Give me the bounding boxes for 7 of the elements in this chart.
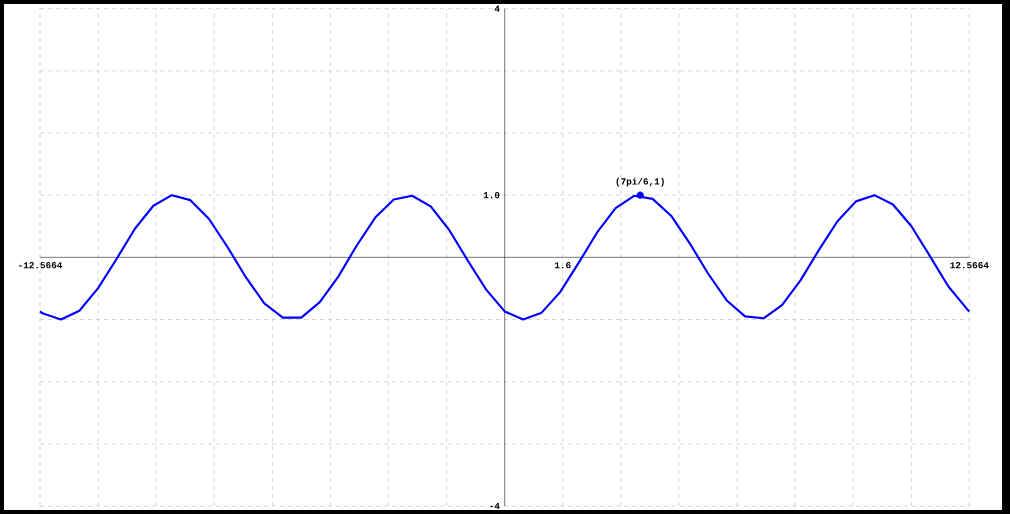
x-tick-label: 12.5664 xyxy=(950,262,989,269)
x-tick-label: 1.6 xyxy=(554,262,571,269)
y-tick-label: 1.0 xyxy=(483,192,500,199)
y-tick-label: -4 xyxy=(490,502,500,510)
y-tick-label: 4 xyxy=(494,5,500,12)
annotation: (7pi/6,1) xyxy=(616,177,664,187)
x-tick-label: -12.5664 xyxy=(19,262,63,269)
